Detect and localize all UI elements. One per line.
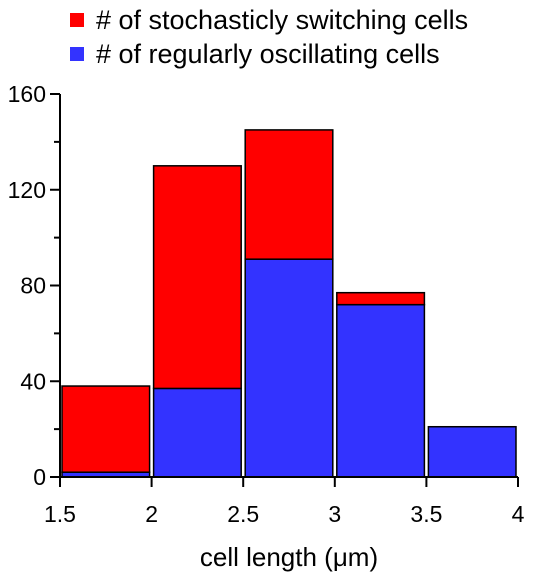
- y-tick-label: 80: [20, 273, 46, 299]
- x-tick-label: 3: [328, 501, 341, 527]
- bar-series-0-bin-2: [244, 258, 334, 478]
- bar-series-0-bin-3: [336, 303, 426, 478]
- x-tick-label: 2.5: [227, 501, 259, 527]
- legend: # of stochasticly switching cells # of re…: [70, 5, 468, 69]
- bar-series-1-bin-3: [336, 291, 426, 306]
- bar-series-0-bin-1: [152, 387, 242, 478]
- y-tick-label: 160: [8, 81, 46, 107]
- x-tick-label: 1.5: [44, 501, 76, 527]
- bar-series-0-bin-4: [427, 425, 517, 478]
- x-tick-label: 2: [145, 501, 158, 527]
- y-tick-label: 0: [33, 464, 46, 490]
- bar-series-1-bin-2: [244, 129, 334, 260]
- bar-series-1-bin-0: [61, 385, 151, 473]
- legend-swatch: [70, 13, 84, 27]
- x-tick-label: 4: [512, 501, 525, 527]
- bars: [61, 129, 517, 478]
- legend-swatch: [70, 47, 84, 61]
- x-axis-title: cell length (μm): [200, 542, 378, 572]
- bar-series-1-bin-1: [152, 165, 242, 390]
- y-tick-label: 40: [20, 368, 46, 394]
- x-ticks: 1.5 2 2.5 3 3.5 4: [44, 477, 525, 527]
- x-tick-label: 3.5: [410, 501, 442, 527]
- legend-entry: # of stochasticly switching cells: [96, 5, 468, 35]
- y-ticks: 0 40 80 120 160: [8, 81, 60, 490]
- y-tick-label: 120: [8, 177, 46, 203]
- legend-entry: # of regularly oscillating cells: [96, 39, 440, 69]
